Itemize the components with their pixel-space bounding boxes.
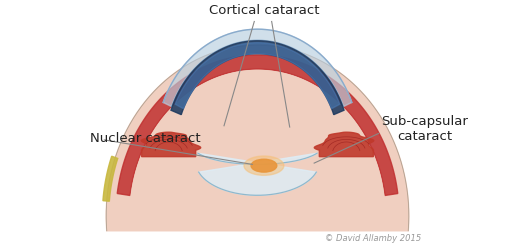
Text: Cortical cataract: Cortical cataract — [209, 4, 319, 17]
Text: Sub-capsular
cataract: Sub-capsular cataract — [381, 115, 468, 143]
Text: Nuclear cataract: Nuclear cataract — [90, 131, 201, 144]
Ellipse shape — [251, 160, 277, 172]
Polygon shape — [314, 133, 374, 157]
Polygon shape — [141, 133, 201, 157]
Polygon shape — [198, 154, 317, 196]
Ellipse shape — [244, 156, 284, 176]
Polygon shape — [175, 44, 340, 109]
Polygon shape — [171, 42, 344, 115]
Polygon shape — [130, 71, 385, 216]
Polygon shape — [103, 156, 118, 201]
Text: © David Allamby 2015: © David Allamby 2015 — [325, 233, 422, 242]
Polygon shape — [163, 30, 352, 107]
Polygon shape — [117, 56, 398, 196]
Polygon shape — [106, 46, 409, 231]
